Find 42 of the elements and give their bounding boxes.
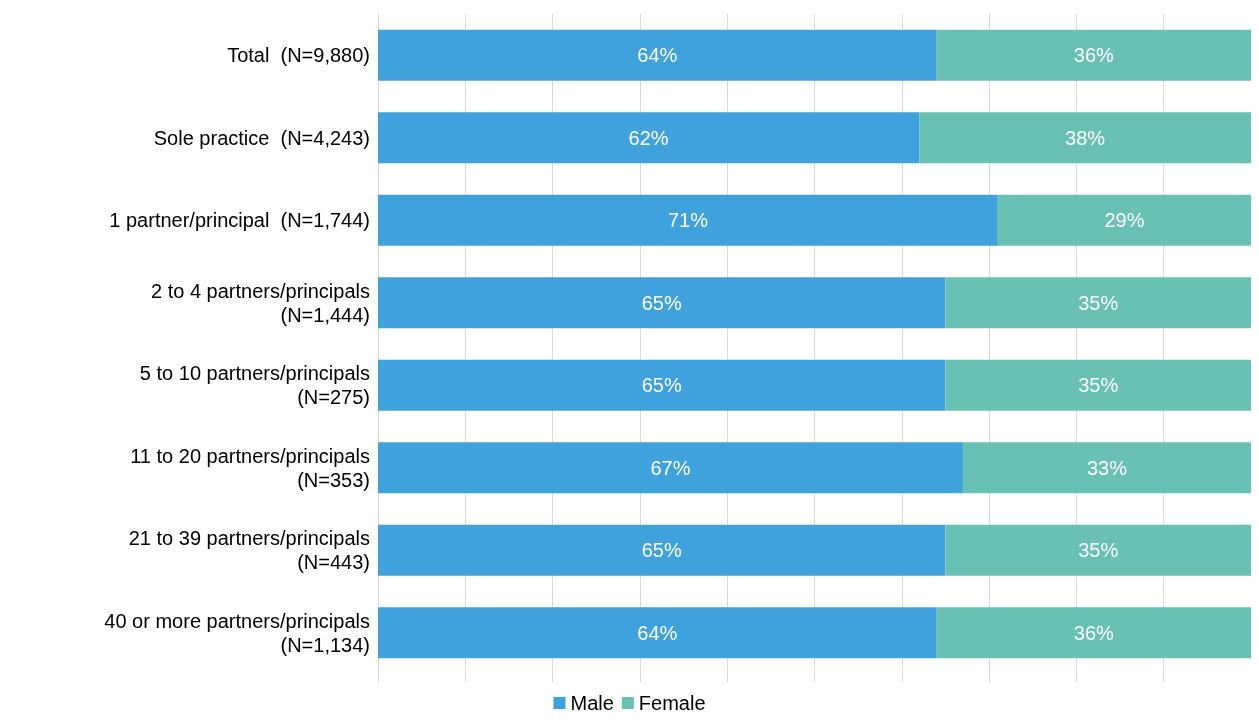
data-label: 65% <box>641 539 682 562</box>
data-label: 65% <box>641 291 682 314</box>
data-label: 35% <box>1078 539 1119 562</box>
bar <box>378 29 937 81</box>
data-label: 38% <box>1065 126 1106 149</box>
bar <box>378 524 946 576</box>
data-label: 64% <box>637 621 678 644</box>
y-tick-label: 40 or more partners/principals (N=1,134) <box>104 609 370 656</box>
data-label: 36% <box>1073 621 1115 644</box>
bar <box>378 112 920 164</box>
data-label: 29% <box>1104 209 1145 232</box>
bar <box>378 277 946 329</box>
y-tick-label: 21 to 39 partners/principals (N=443) <box>128 527 370 574</box>
bar <box>378 607 937 659</box>
legend-label: Female <box>638 692 706 714</box>
bar <box>919 112 1251 164</box>
data-label: 35% <box>1078 374 1119 397</box>
data-label: 65% <box>641 374 682 397</box>
data-label: 35% <box>1078 291 1119 314</box>
data-label: 36% <box>1073 44 1115 67</box>
data-label: 64% <box>637 44 678 67</box>
y-tick-label: 5 to 10 partners/principals (N=275) <box>139 362 370 409</box>
y-tick-label: Sole practice (N=4,243) <box>153 126 370 149</box>
bar <box>378 194 998 246</box>
y-tick-label: 11 to 20 partners/principals (N=353) <box>130 444 370 491</box>
bar <box>378 359 946 411</box>
bar <box>945 277 1251 329</box>
bar <box>962 442 1251 494</box>
bar <box>936 29 1251 81</box>
data-label: 62% <box>628 126 669 149</box>
data-label: 71% <box>667 209 709 232</box>
data-label: 33% <box>1086 456 1128 479</box>
data-label: 67% <box>650 456 691 479</box>
bar <box>936 607 1251 659</box>
y-tick-label: 1 partner/principal (N=1,744) <box>109 209 370 232</box>
legend-label: Male <box>570 692 614 714</box>
bar <box>997 194 1251 246</box>
y-tick-label: 2 to 4 partners/principals (N=1,444) <box>150 279 370 326</box>
bar <box>945 359 1251 411</box>
bar <box>378 442 963 494</box>
y-tick-label: Total (N=9,880) <box>227 44 370 67</box>
bar <box>945 524 1251 576</box>
